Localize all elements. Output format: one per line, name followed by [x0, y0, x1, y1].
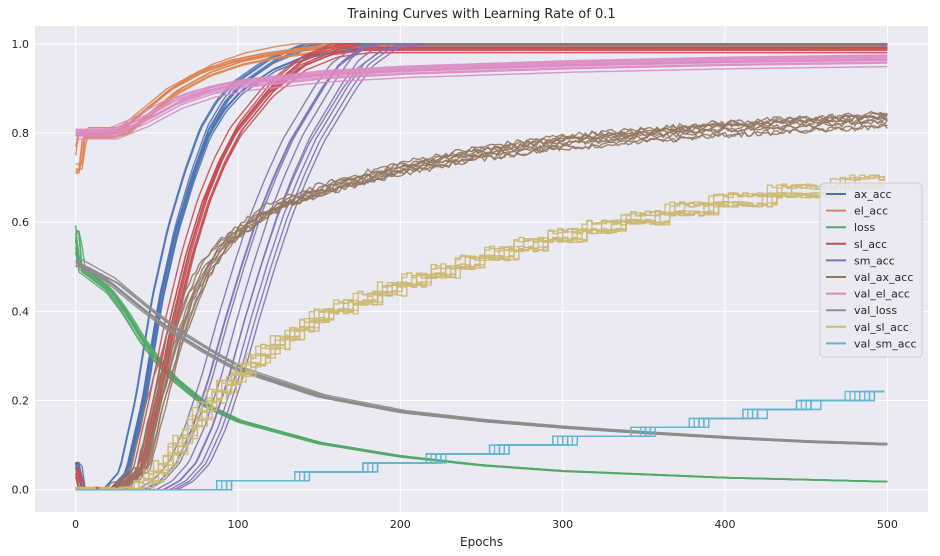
x-tick-label: 400 — [715, 518, 736, 531]
x-tick-label: 0 — [72, 518, 79, 531]
series-line-val_sm_acc — [75, 390, 885, 491]
series-line-val_sl_acc — [75, 174, 885, 491]
series-line-val_ax_acc — [75, 119, 888, 491]
x-axis-label: Epochs — [460, 535, 503, 549]
series-line-val_ax_acc — [75, 123, 888, 491]
legend-label: val_el_acc — [854, 288, 910, 301]
legend-label: sl_acc — [854, 238, 887, 251]
y-tick-labels: 0.0 0.2 0.4 0.6 0.8 1.0 — [12, 38, 30, 497]
series-line-val_el_acc — [75, 65, 888, 140]
chart-title: Training Curves with Learning Rate of 0.… — [346, 7, 615, 22]
x-tick-labels: 0 100 200 300 400 500 — [72, 518, 898, 531]
series-val_el_acc — [75, 54, 888, 140]
legend-label: val_loss — [854, 304, 897, 317]
legend-label: ax_acc — [854, 188, 892, 201]
legend-label: sm_acc — [854, 254, 895, 267]
x-tick-label: 500 — [877, 518, 898, 531]
series-val_ax_acc — [75, 110, 888, 491]
legend-label: loss — [854, 221, 876, 234]
legend-label: val_sm_acc — [854, 337, 917, 350]
series-line-val_sl_acc — [75, 183, 885, 491]
series-line-val_el_acc — [75, 62, 888, 137]
series-line-val_ax_acc — [75, 111, 888, 491]
series-line-sm_acc — [75, 43, 888, 491]
x-tick-label: 300 — [552, 518, 573, 531]
legend-label: el_acc — [854, 205, 888, 218]
series-val_loss — [75, 259, 888, 446]
y-tick-label: 0.2 — [12, 395, 30, 408]
y-tick-label: 0.6 — [12, 216, 30, 229]
y-tick-label: 0.0 — [12, 484, 30, 497]
y-tick-label: 1.0 — [12, 38, 30, 51]
series-line-val_el_acc — [75, 59, 888, 134]
legend-label: val_ax_acc — [854, 271, 913, 284]
y-tick-label: 0.4 — [12, 305, 30, 318]
x-tick-label: 100 — [227, 518, 248, 531]
series-line-val_el_acc — [75, 54, 888, 130]
series-val_sm_acc — [75, 390, 885, 491]
y-tick-label: 0.8 — [12, 127, 30, 140]
series-line-val_loss — [75, 262, 888, 445]
legend-label: val_sl_acc — [854, 321, 909, 334]
series-line-sl_acc — [74, 48, 888, 491]
series-lines — [74, 43, 888, 491]
x-tick-label: 200 — [390, 518, 411, 531]
series-val_sl_acc — [75, 174, 885, 491]
series-sm_acc — [75, 43, 888, 491]
series-line-val_el_acc — [75, 61, 888, 136]
series-line-val_sl_acc — [75, 184, 885, 491]
series-line-sl_acc — [75, 46, 888, 491]
